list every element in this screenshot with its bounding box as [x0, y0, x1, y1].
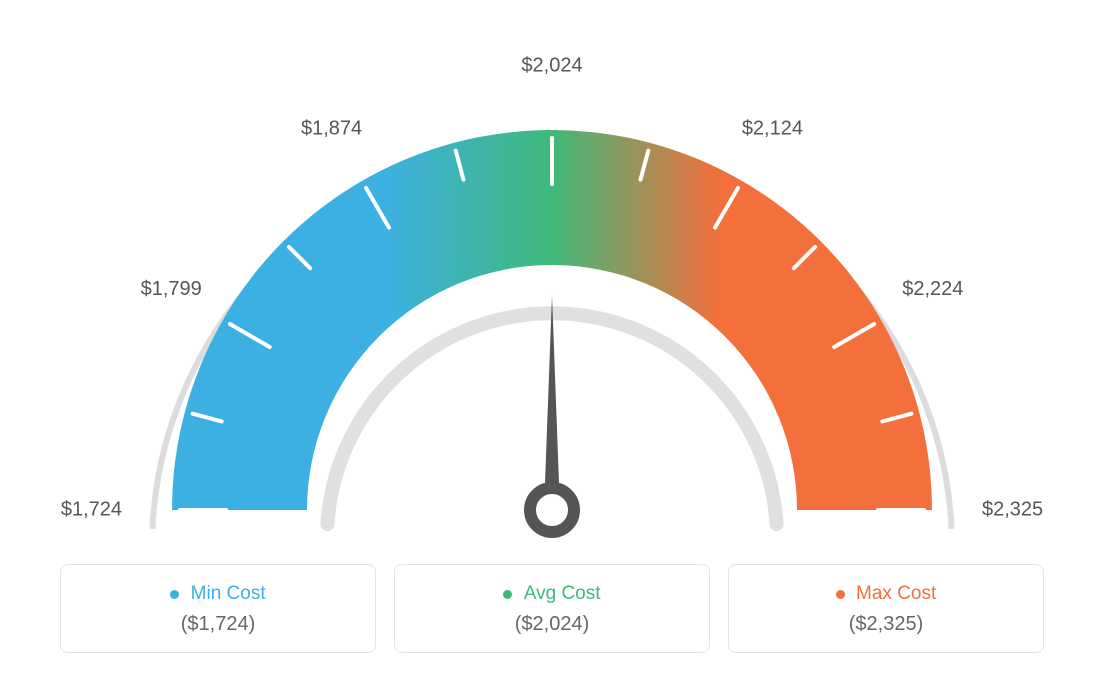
gauge-hub	[530, 488, 574, 532]
tick-label: $2,325	[982, 498, 1043, 520]
legend-label-min: Min Cost	[191, 583, 266, 604]
tick-label: $2,124	[742, 117, 803, 139]
legend-label-max: Max Cost	[856, 583, 936, 604]
tick-label: $1,799	[141, 278, 202, 300]
legend-title-avg: Avg Cost	[407, 583, 697, 605]
legend-dot-max	[836, 590, 845, 599]
legend-card-min: Min Cost ($1,724)	[60, 564, 376, 653]
legend-title-max: Max Cost	[741, 583, 1031, 605]
gauge-needle	[544, 295, 560, 510]
legend-title-min: Min Cost	[73, 583, 363, 605]
legend-dot-min	[170, 590, 179, 599]
gauge-chart: $1,724 $1,799 $1,874 $2,024 $2,124 $2,224 $2,3…	[22, 20, 1082, 540]
legend-card-max: Max Cost ($2,325)	[728, 564, 1044, 653]
tick-label: $1,724	[61, 498, 122, 520]
tick-label: $2,024	[521, 54, 582, 76]
gauge-container: $1,724 $1,799 $1,874 $2,024 $2,124 $2,224 $2,3…	[20, 20, 1084, 540]
legend-value-max: ($2,325)	[741, 613, 1031, 636]
legend-dot-avg	[503, 590, 512, 599]
legend-value-min: ($1,724)	[73, 613, 363, 636]
legend-card-avg: Avg Cost ($2,024)	[394, 564, 710, 653]
legend-row: Min Cost ($1,724) Avg Cost ($2,024) Max …	[20, 564, 1084, 653]
tick-label: $2,224	[902, 278, 963, 300]
tick-label: $1,874	[301, 117, 362, 139]
legend-value-avg: ($2,024)	[407, 613, 697, 636]
legend-label-avg: Avg Cost	[524, 583, 601, 604]
